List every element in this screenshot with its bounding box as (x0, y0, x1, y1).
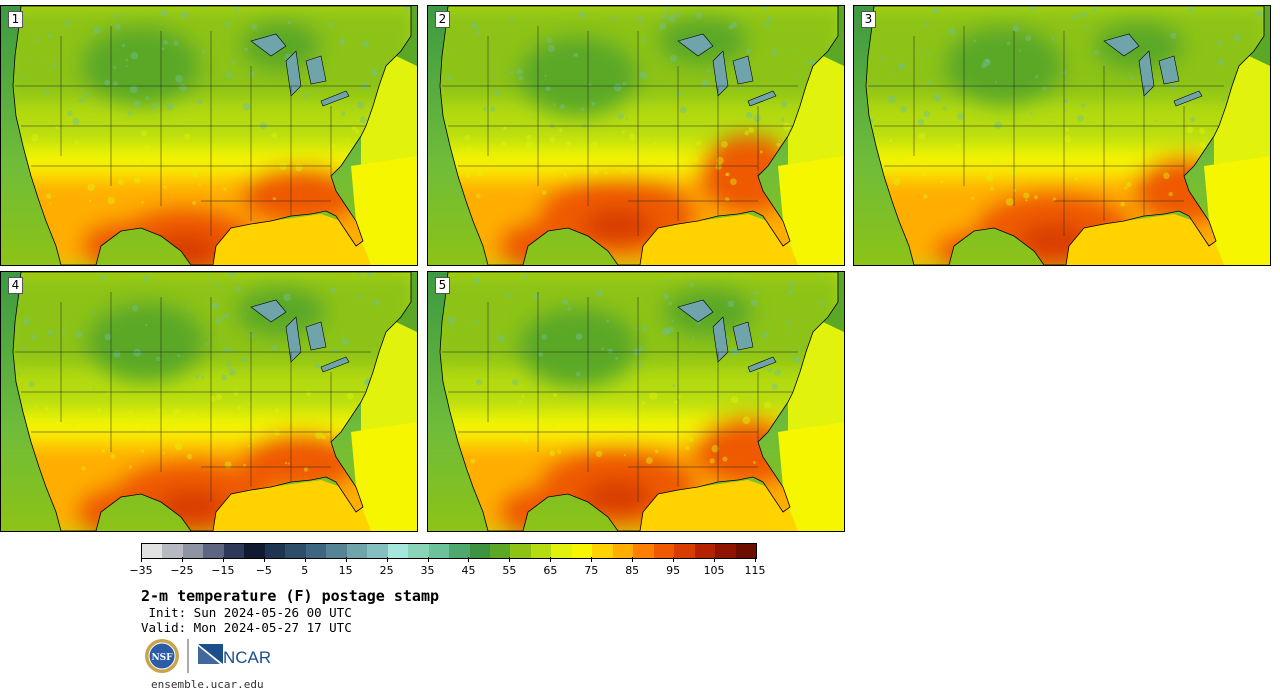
postage-stamp-map-4: 4 (0, 271, 418, 532)
temperature-map (1, 6, 417, 265)
colorbar-tick (263, 557, 265, 562)
colorbar-tick (427, 557, 429, 562)
member-number: 4 (8, 277, 23, 294)
colorbar-tick-label: −5 (255, 564, 272, 577)
colorbar-bin (694, 544, 716, 558)
colorbar-bin (408, 544, 429, 558)
colorbar-bin (551, 544, 572, 558)
colorbar-tick-label: 65 (543, 564, 558, 577)
colorbar-bin (612, 544, 634, 558)
colorbar-bin (367, 544, 388, 558)
svg-text:NSF: NSF (151, 653, 173, 663)
colorbar-bin (592, 544, 613, 558)
colorbar-ticks: −35 −25 −15 −5 5 15 25 35 45 55 65 75 85 95 105 115 (129, 557, 766, 579)
colorbar-bin (142, 544, 163, 558)
colorbar-bin (346, 544, 368, 558)
nsf-logo: NSF (145, 639, 179, 673)
colorbar-bin (715, 544, 736, 558)
colorbar-tick (304, 557, 306, 562)
colorbar-tick-label: 75 (584, 564, 599, 577)
colorbar-bin (326, 544, 347, 558)
colorbar-tick-label: 15 (338, 564, 353, 577)
postage-stamp-map-5: 5 (427, 271, 845, 532)
postage-stamp-map-2: 2 (427, 5, 845, 266)
colorbar-tick (550, 557, 552, 562)
colorbar-bin (223, 544, 245, 558)
valid-time: Valid: Mon 2024-05-27 17 UTC (141, 620, 352, 635)
colorbar-tick-label: 45 (461, 564, 476, 577)
logo-graphics: NSF NCAR (145, 639, 271, 673)
colorbar-tick (141, 557, 142, 562)
colorbar-tick-label: 95 (666, 564, 681, 577)
colorbar-tick-label: 5 (301, 564, 309, 577)
colorbar-tick-label: 85 (625, 564, 640, 577)
colorbar-bin (633, 544, 654, 558)
colorbar-bin (571, 544, 593, 558)
colorbar-tick-label: 25 (379, 564, 394, 577)
colorbar-tick (673, 557, 675, 562)
postage-stamp-map-3: 3 (853, 5, 1271, 266)
colorbar-tick (632, 557, 634, 562)
colorbar-tick (386, 557, 388, 562)
colorbar-bin (510, 544, 531, 558)
colorbar-bin (653, 544, 675, 558)
temperature-map (854, 6, 1270, 265)
colorbar-bin (305, 544, 327, 558)
colorbar-tick-label: −35 (129, 564, 153, 577)
colorbar-tick (591, 557, 593, 562)
member-number: 5 (435, 277, 450, 294)
colorbar-tick (181, 557, 183, 562)
ncar-logo: NCAR (198, 644, 271, 667)
colorbar-bin (428, 544, 450, 558)
colorbar-tick-label: 115 (744, 564, 766, 577)
colorbar-bin (182, 544, 204, 558)
website-url: ensemble.ucar.edu (151, 678, 264, 691)
colorbar-bin (469, 544, 490, 558)
temperature-map (428, 6, 844, 265)
colorbar-bin (387, 544, 409, 558)
colorbar-bin (264, 544, 286, 558)
colorbar-bin (489, 544, 511, 558)
member-number: 3 (861, 11, 876, 28)
colorbar-tick-label: 35 (420, 564, 435, 577)
temperature-map (428, 272, 844, 531)
colorbar-tick-label: 105 (703, 564, 725, 577)
colorbar-tick-label: 55 (502, 564, 517, 577)
colorbar-tick (345, 557, 347, 562)
svg-text:NCAR: NCAR (223, 648, 271, 667)
colorbar-bin (244, 544, 265, 558)
colorbar-bin (449, 544, 470, 558)
init-time: Init: Sun 2024-05-26 00 UTC (141, 605, 352, 620)
colorbar-bin (735, 544, 757, 558)
member-number: 2 (435, 11, 450, 28)
temperature-map (1, 272, 417, 531)
colorbar-bin (285, 544, 306, 558)
colorbar-tick (468, 557, 470, 562)
colorbar-tick (509, 557, 511, 562)
colorbar-tick (714, 557, 716, 562)
temperature-colorbar (141, 543, 757, 559)
colorbar-tick (755, 557, 756, 562)
colorbar-bin (674, 544, 695, 558)
colorbar-bin (203, 544, 224, 558)
postage-stamp-map-1: 1 (0, 5, 418, 266)
sponsor-logos: NSF NCAR (143, 636, 283, 676)
colorbar-tick-label: −25 (170, 564, 194, 577)
page-title: 2-m temperature (F) postage stamp (141, 587, 440, 605)
colorbar-bin (162, 544, 183, 558)
colorbar-tick (222, 557, 224, 562)
colorbar-bin (530, 544, 552, 558)
colorbar-tick-label: −15 (211, 564, 235, 577)
member-number: 1 (8, 11, 23, 28)
